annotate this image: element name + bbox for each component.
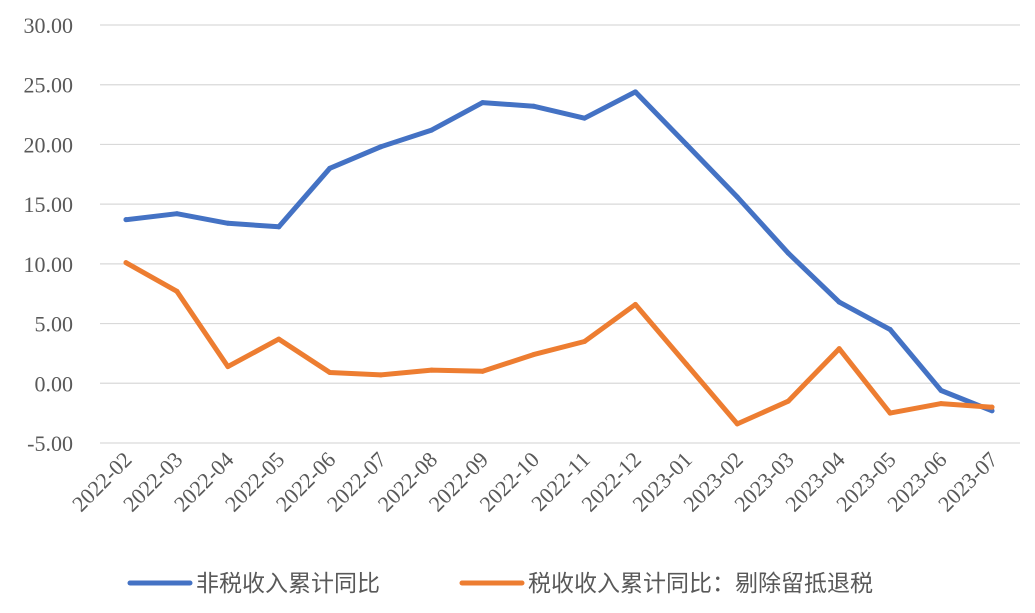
data-point bbox=[327, 165, 333, 171]
data-point bbox=[683, 141, 689, 147]
data-point bbox=[785, 398, 791, 404]
y-tick-label: 0.00 bbox=[35, 371, 74, 396]
series-line-1 bbox=[123, 89, 995, 414]
data-point bbox=[683, 361, 689, 367]
data-point bbox=[531, 103, 537, 109]
data-point bbox=[632, 89, 638, 95]
data-point bbox=[123, 217, 129, 223]
data-point bbox=[174, 288, 180, 294]
data-point bbox=[836, 346, 842, 352]
data-point bbox=[938, 387, 944, 393]
data-point bbox=[276, 336, 282, 342]
data-point bbox=[632, 301, 638, 307]
data-point bbox=[531, 352, 537, 358]
data-point bbox=[480, 100, 486, 106]
data-point bbox=[887, 327, 893, 333]
legend-label-2: 税收收入累计同比：剔除留抵退税 bbox=[528, 571, 873, 597]
data-point bbox=[276, 224, 282, 230]
gridlines bbox=[100, 24, 1020, 444]
series-line-2 bbox=[123, 260, 995, 427]
y-axis-ticks: 30.00 25.00 20.00 15.00 10.00 5.00 0.00 -5.00 bbox=[24, 13, 74, 456]
data-point bbox=[225, 220, 231, 226]
y-tick-label: 15.00 bbox=[24, 192, 74, 217]
y-tick-label: 5.00 bbox=[35, 312, 74, 337]
data-point bbox=[327, 370, 333, 376]
data-point bbox=[581, 338, 587, 344]
legend: 非税收入累计同比 税收收入累计同比：剔除留抵退税 bbox=[127, 571, 873, 597]
series-lines bbox=[123, 89, 995, 427]
data-point bbox=[429, 127, 435, 133]
x-axis-ticks: 2022-022022-032022-042022-052022-062022-… bbox=[67, 447, 1003, 517]
data-point bbox=[429, 367, 435, 373]
data-point bbox=[378, 144, 384, 150]
data-point bbox=[989, 404, 995, 410]
data-point bbox=[378, 372, 384, 378]
data-point bbox=[480, 368, 486, 374]
y-tick-label: 30.00 bbox=[24, 13, 74, 38]
data-point bbox=[887, 410, 893, 416]
y-tick-label: -5.00 bbox=[27, 431, 73, 456]
legend-label-1: 非税收入累计同比 bbox=[196, 571, 380, 597]
data-point bbox=[734, 421, 740, 427]
data-point bbox=[734, 194, 740, 200]
y-tick-label: 20.00 bbox=[24, 132, 74, 157]
data-point bbox=[225, 364, 231, 370]
data-point bbox=[174, 211, 180, 217]
y-tick-label: 25.00 bbox=[24, 73, 74, 98]
data-point bbox=[938, 401, 944, 407]
data-point bbox=[785, 250, 791, 256]
data-point bbox=[836, 299, 842, 305]
y-tick-label: 10.00 bbox=[24, 252, 74, 277]
data-point bbox=[581, 115, 587, 121]
data-point bbox=[123, 260, 129, 266]
